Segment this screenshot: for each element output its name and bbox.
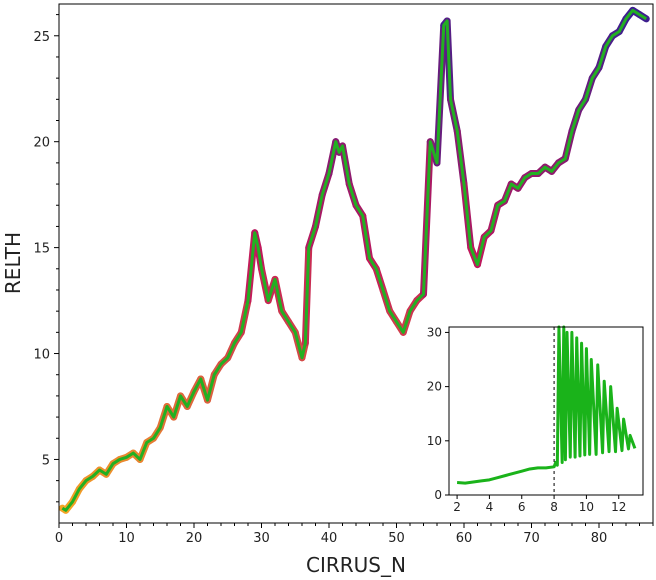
inset-y-tick-label: 0: [434, 488, 442, 502]
x-tick-label: 40: [321, 531, 338, 546]
inset-x-tick-label: 2: [453, 500, 461, 514]
y-tick-label: 10: [33, 348, 50, 363]
inset-x-tick-label: 6: [518, 500, 526, 514]
inset-y-tick-label: 20: [427, 380, 442, 394]
inset-plot-area: [456, 325, 637, 495]
x-tick-label: 0: [55, 531, 63, 546]
inset-x-tick-label: 4: [486, 500, 494, 514]
x-tick-label: 20: [186, 531, 203, 546]
inset-x-tick-label: 8: [550, 500, 558, 514]
x-tick-label: 10: [118, 531, 135, 546]
inset-axes-ticks: 2 4 6 8 10 12 0 10 20 30: [427, 325, 627, 514]
main-plot: [58, 6, 650, 514]
y-axis-title: RELTH: [1, 232, 25, 294]
inset-y-tick-label: 30: [427, 325, 442, 339]
x-tick-label: 70: [523, 531, 540, 546]
y-tick-label: 5: [42, 453, 50, 468]
inset-x-tick-label: 10: [579, 500, 594, 514]
inset-y-tick-label: 10: [427, 434, 442, 448]
main-series-line: [61, 8, 648, 512]
x-tick-label: 30: [253, 531, 270, 546]
x-tick-label: 60: [456, 531, 473, 546]
y-tick-label: 25: [33, 30, 50, 45]
y-tick-label: 20: [33, 136, 50, 151]
inset-x-tick-label: 12: [611, 500, 626, 514]
x-tick-label: 80: [591, 531, 608, 546]
x-tick-label: 50: [388, 531, 405, 546]
y-tick-label: 15: [33, 242, 50, 257]
inset-frame: [448, 326, 644, 496]
x-axis-title: CIRRUS_N: [306, 553, 406, 577]
inset-plot: 2 4 6 8 10 12 0 10 20 30: [427, 325, 644, 514]
inset-series-line: [456, 325, 637, 485]
